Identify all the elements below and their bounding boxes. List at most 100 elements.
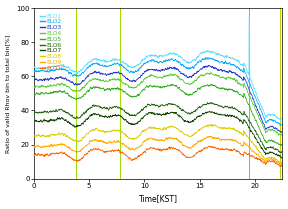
ELO1 xyxy=(174,53,177,55)
ELO10 xyxy=(143,150,146,153)
ELO5 xyxy=(279,144,282,147)
ELO8 xyxy=(61,134,65,136)
ELO2 xyxy=(147,60,151,63)
ELO9 xyxy=(138,145,141,148)
ELO5 xyxy=(61,90,65,93)
ELO5 xyxy=(32,92,35,94)
ELO7 xyxy=(281,155,284,158)
ELO4 xyxy=(138,84,141,87)
ELO2 xyxy=(174,58,177,61)
ELO8 xyxy=(210,123,213,126)
ELO8 xyxy=(138,134,141,137)
ELO9 xyxy=(280,163,283,166)
ELO1 xyxy=(138,63,141,66)
ELO5 xyxy=(138,94,141,96)
ELO7 xyxy=(32,120,35,122)
ELO6 xyxy=(61,110,65,112)
ELO4 xyxy=(51,85,55,87)
ELO10 xyxy=(147,148,151,150)
ELO10 xyxy=(174,147,177,150)
ELO2 xyxy=(138,67,141,70)
ELO6 xyxy=(32,111,35,113)
ELO3 xyxy=(207,64,210,67)
Line: ELO2: ELO2 xyxy=(34,57,283,126)
ELO7 xyxy=(61,118,65,120)
ELO2 xyxy=(206,56,210,59)
ELO6 xyxy=(143,107,146,109)
ELO10 xyxy=(61,152,65,155)
ELO6 xyxy=(174,104,177,106)
ELO10 xyxy=(207,145,210,147)
ELO7 xyxy=(138,120,141,122)
ELO5 xyxy=(143,89,146,91)
ELO3 xyxy=(143,71,146,73)
ELO2 xyxy=(281,124,284,126)
ELO6 xyxy=(209,101,213,104)
Line: ELO10: ELO10 xyxy=(34,146,283,166)
ELO7 xyxy=(51,119,55,121)
ELO3 xyxy=(174,67,177,69)
ELO10 xyxy=(138,155,141,157)
Line: ELO6: ELO6 xyxy=(34,102,283,153)
ELO8 xyxy=(174,126,177,129)
Line: ELO9: ELO9 xyxy=(34,136,283,164)
ELO9 xyxy=(61,143,65,145)
ELO1 xyxy=(32,66,35,69)
ELO5 xyxy=(147,85,151,88)
Line: ELO8: ELO8 xyxy=(34,124,283,163)
Line: ELO1: ELO1 xyxy=(34,17,283,120)
ELO3 xyxy=(138,76,141,79)
ELO4 xyxy=(174,73,177,76)
ELO5 xyxy=(210,83,213,85)
ELO4 xyxy=(61,84,65,86)
ELO3 xyxy=(51,78,55,80)
ELO4 xyxy=(281,134,284,136)
ELO10 xyxy=(278,165,282,168)
Line: ELO7: ELO7 xyxy=(34,111,283,158)
ELO3 xyxy=(32,78,35,81)
ELO3 xyxy=(61,76,65,79)
ELO4 xyxy=(143,78,146,80)
ELO8 xyxy=(51,134,55,136)
ELO5 xyxy=(281,144,284,146)
ELO10 xyxy=(51,152,55,154)
ELO1 xyxy=(51,65,55,68)
X-axis label: Time[KST]: Time[KST] xyxy=(139,194,178,203)
ELO5 xyxy=(51,92,55,94)
Legend: ELO1, ELO2, ELO3, ELO4, ELO5, ELO6, ELO7, ELO8, ELO9, ELO10: ELO1, ELO2, ELO3, ELO4, ELO5, ELO6, ELO7… xyxy=(39,13,65,71)
ELO9 xyxy=(32,144,35,146)
ELO2 xyxy=(61,68,65,71)
Line: ELO4: ELO4 xyxy=(34,73,283,135)
ELO8 xyxy=(147,126,151,129)
ELO8 xyxy=(32,136,35,138)
ELO2 xyxy=(32,71,35,73)
ELO8 xyxy=(143,130,146,132)
ELO3 xyxy=(281,131,284,133)
ELO6 xyxy=(147,103,151,105)
Line: ELO3: ELO3 xyxy=(34,65,283,133)
ELO1 xyxy=(61,63,65,66)
ELO2 xyxy=(143,62,146,65)
ELO9 xyxy=(147,137,151,140)
ELO2 xyxy=(51,70,55,72)
Line: ELO5: ELO5 xyxy=(34,84,283,146)
ELO1 xyxy=(279,119,282,122)
ELO7 xyxy=(147,112,151,114)
ELO3 xyxy=(147,68,151,71)
ELO4 xyxy=(277,134,280,136)
ELO6 xyxy=(51,110,55,112)
ELO9 xyxy=(143,139,146,142)
ELO9 xyxy=(209,135,212,138)
ELO7 xyxy=(174,112,177,114)
ELO8 xyxy=(281,162,284,164)
ELO6 xyxy=(281,152,284,155)
ELO4 xyxy=(209,71,213,74)
ELO9 xyxy=(281,162,284,164)
ELO9 xyxy=(51,145,55,147)
ELO1 xyxy=(281,117,284,120)
ELO9 xyxy=(174,137,177,140)
ELO4 xyxy=(32,86,35,88)
ELO1 xyxy=(147,55,151,57)
ELO3 xyxy=(280,131,283,134)
ELO7 xyxy=(280,157,283,159)
